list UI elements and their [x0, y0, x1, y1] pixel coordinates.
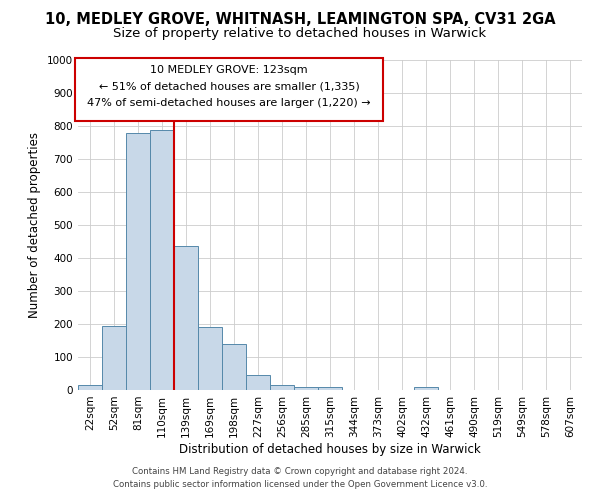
- Bar: [318, 386, 342, 390]
- X-axis label: Distribution of detached houses by size in Warwick: Distribution of detached houses by size …: [179, 442, 481, 456]
- Bar: [102, 326, 126, 390]
- Bar: [126, 132, 150, 390]
- Bar: [78, 385, 102, 390]
- Bar: [246, 375, 270, 390]
- Y-axis label: Number of detached properties: Number of detached properties: [28, 132, 41, 318]
- Bar: [174, 246, 198, 390]
- Bar: [222, 344, 246, 390]
- Text: 47% of semi-detached houses are larger (1,220) →: 47% of semi-detached houses are larger (…: [88, 98, 371, 108]
- Text: Contains public sector information licensed under the Open Government Licence v3: Contains public sector information licen…: [113, 480, 487, 489]
- Bar: [150, 130, 174, 390]
- Text: ← 51% of detached houses are smaller (1,335): ← 51% of detached houses are smaller (1,…: [99, 82, 359, 92]
- FancyBboxPatch shape: [76, 58, 383, 121]
- Text: 10, MEDLEY GROVE, WHITNASH, LEAMINGTON SPA, CV31 2GA: 10, MEDLEY GROVE, WHITNASH, LEAMINGTON S…: [44, 12, 556, 28]
- Text: Size of property relative to detached houses in Warwick: Size of property relative to detached ho…: [113, 28, 487, 40]
- Text: Contains HM Land Registry data © Crown copyright and database right 2024.: Contains HM Land Registry data © Crown c…: [132, 467, 468, 476]
- Text: 10 MEDLEY GROVE: 123sqm: 10 MEDLEY GROVE: 123sqm: [151, 65, 308, 75]
- Bar: [294, 386, 318, 390]
- Bar: [198, 328, 222, 390]
- Bar: [414, 386, 438, 390]
- Bar: [270, 385, 294, 390]
